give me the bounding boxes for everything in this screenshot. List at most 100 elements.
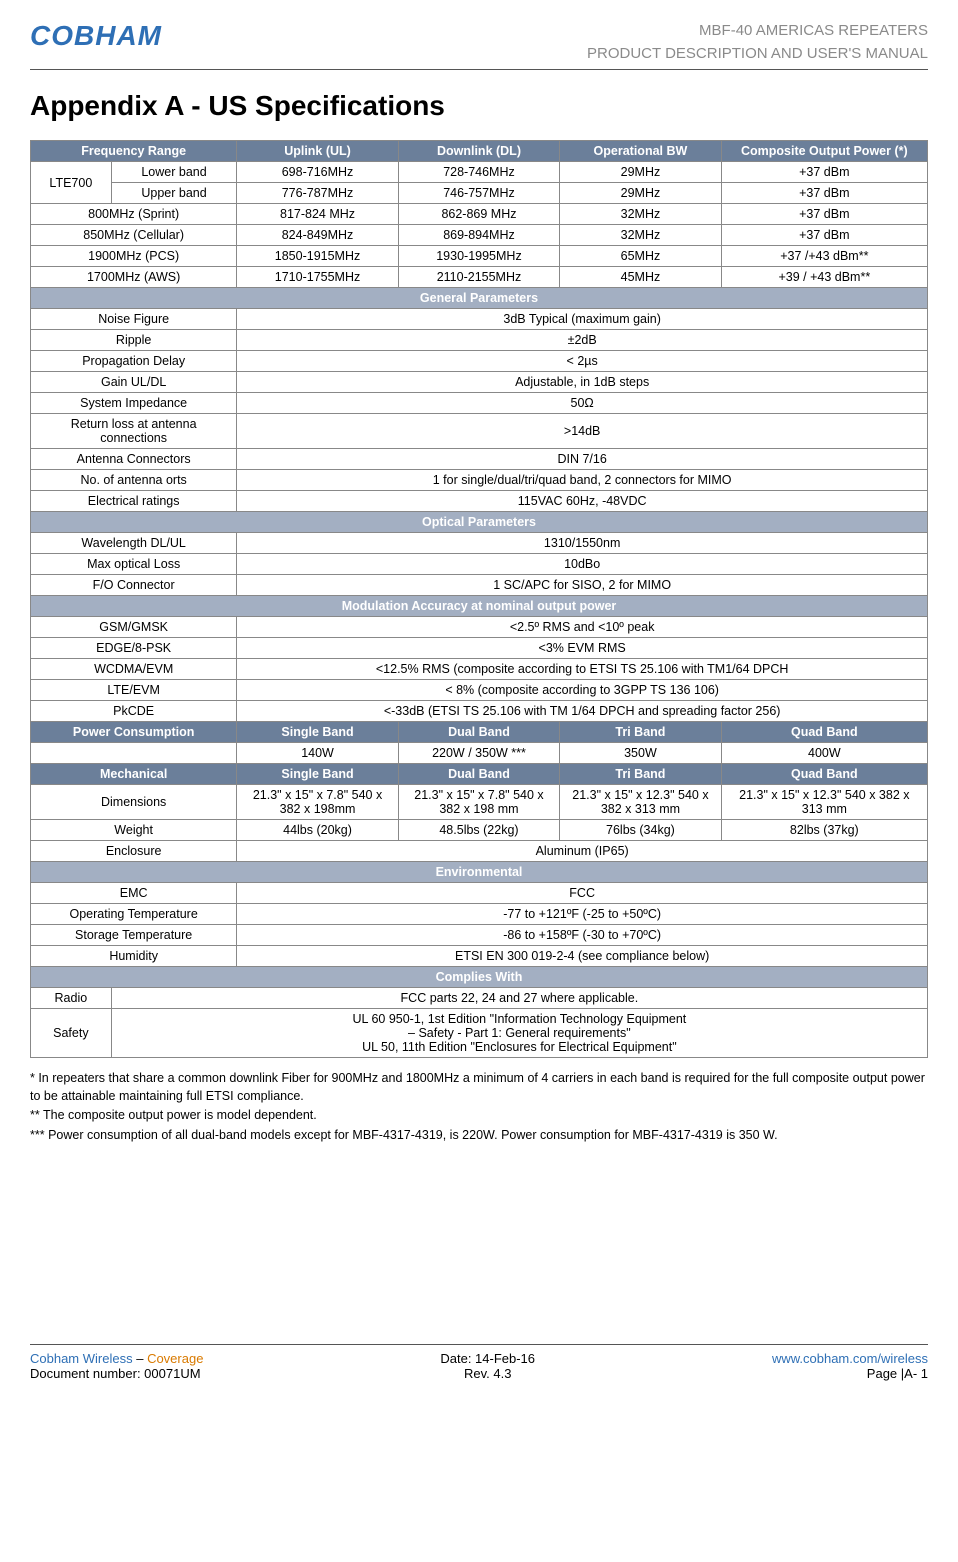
cell: 1930-1995MHz (398, 246, 559, 267)
freq-header-row: Frequency Range Uplink (UL) Downlink (DL… (31, 141, 928, 162)
cell: < 2µs (237, 351, 928, 372)
cell: 29MHz (560, 183, 721, 204)
footer-date: Date: 14-Feb-16 (440, 1351, 535, 1366)
cell: 82lbs (37kg) (721, 820, 927, 841)
cell: Max optical Loss (31, 554, 237, 575)
cell: PkCDE (31, 701, 237, 722)
cell: Gain UL/DL (31, 372, 237, 393)
cell: Wavelength DL/UL (31, 533, 237, 554)
cell: 10dBo (237, 554, 928, 575)
doc-title-line1: MBF-40 AMERICAS REPEATERS (587, 20, 928, 43)
table-row: Radio FCC parts 22, 24 and 27 where appl… (31, 988, 928, 1009)
col-freq-range: Frequency Range (31, 141, 237, 162)
lte700-label: LTE700 (31, 162, 112, 204)
section-general: General Parameters (31, 288, 928, 309)
cell: +37 dBm (721, 204, 927, 225)
cell: Propagation Delay (31, 351, 237, 372)
cell: <2.5º RMS and <10º peak (237, 617, 928, 638)
logo: COBHAM (30, 20, 162, 52)
cell: 140W (237, 743, 398, 764)
cell: EDGE/8-PSK (31, 638, 237, 659)
cell: +39 / +43 dBm** (721, 267, 927, 288)
cell: 29MHz (560, 162, 721, 183)
cell: F/O Connector (31, 575, 237, 596)
col-dual: Dual Band (398, 722, 559, 743)
cell: DIN 7/16 (237, 449, 928, 470)
cell: -86 to +158ºF (-30 to +70ºC) (237, 925, 928, 946)
cell: Operating Temperature (31, 904, 237, 925)
cell: System Impedance (31, 393, 237, 414)
cell: 1710-1755MHz (237, 267, 398, 288)
cell: +37 /+43 dBm** (721, 246, 927, 267)
cell: 32MHz (560, 204, 721, 225)
section-complies: Complies With (31, 967, 928, 988)
col-mechanical: Mechanical (31, 764, 237, 785)
col-single: Single Band (237, 764, 398, 785)
footer-page: Page |A- 1 (772, 1366, 928, 1381)
cell: Dimensions (31, 785, 237, 820)
cell: 1310/1550nm (237, 533, 928, 554)
cell: 824-849MHz (237, 225, 398, 246)
cell: Storage Temperature (31, 925, 237, 946)
col-quad: Quad Band (721, 764, 927, 785)
mech-header-row: Mechanical Single Band Dual Band Tri Ban… (31, 764, 928, 785)
table-row: Enclosure Aluminum (IP65) (31, 841, 928, 862)
safety-line3: UL 50, 11th Edition "Enclosures for Elec… (118, 1040, 921, 1054)
cell: 21.3" x 15" x 12.3" 540 x 382 x 313 mm (721, 785, 927, 820)
cell: <3% EVM RMS (237, 638, 928, 659)
col-power-consumption: Power Consumption (31, 722, 237, 743)
col-opbw: Operational BW (560, 141, 721, 162)
doc-title-block: MBF-40 AMERICAS REPEATERS PRODUCT DESCRI… (587, 20, 928, 65)
cell: 50Ω (237, 393, 928, 414)
cell: 1900MHz (PCS) (31, 246, 237, 267)
cell: 48.5lbs (22kg) (398, 820, 559, 841)
cell: 776-787MHz (237, 183, 398, 204)
cell: Noise Figure (31, 309, 237, 330)
cell: 2110-2155MHz (398, 267, 559, 288)
page-footer: Cobham Wireless – Coverage Document numb… (30, 1344, 928, 1381)
cell: Humidity (31, 946, 237, 967)
cell: 1700MHz (AWS) (31, 267, 237, 288)
cell: 76lbs (34kg) (560, 820, 721, 841)
cell: >14dB (237, 414, 928, 449)
cell: 869-894MHz (398, 225, 559, 246)
table-row: Upper band 776-787MHz 746-757MHz 29MHz +… (31, 183, 928, 204)
cell (31, 743, 237, 764)
cell: EMC (31, 883, 237, 904)
col-tri: Tri Band (560, 722, 721, 743)
footer-url: www.cobham.com/wireless (772, 1351, 928, 1366)
cell: 21.3" x 15" x 7.8" 540 x 382 x 198 mm (398, 785, 559, 820)
table-row: 1900MHz (PCS) 1850-1915MHz 1930-1995MHz … (31, 246, 928, 267)
cell: Adjustable, in 1dB steps (237, 372, 928, 393)
cell: 45MHz (560, 267, 721, 288)
cell: 698-716MHz (237, 162, 398, 183)
footer-rev: Rev. 4.3 (440, 1366, 535, 1381)
cell: 800MHz (Sprint) (31, 204, 237, 225)
cell: 728-746MHz (398, 162, 559, 183)
cell: 350W (560, 743, 721, 764)
cell: 3dB Typical (maximum gain) (237, 309, 928, 330)
cell: +37 dBm (721, 183, 927, 204)
table-row: LTE700 Lower band 698-716MHz 728-746MHz … (31, 162, 928, 183)
cell: Upper band (111, 183, 237, 204)
section-optical: Optical Parameters (31, 512, 928, 533)
section-modulation: Modulation Accuracy at nominal output po… (31, 596, 928, 617)
footer-docnum: Document number: 00071UM (30, 1366, 203, 1381)
cell: Weight (31, 820, 237, 841)
col-quad: Quad Band (721, 722, 927, 743)
footer-right: www.cobham.com/wireless Page |A- 1 (772, 1351, 928, 1381)
cell: ETSI EN 300 019-2-4 (see compliance belo… (237, 946, 928, 967)
cell: Ripple (31, 330, 237, 351)
cell: 65MHz (560, 246, 721, 267)
cell: <-33dB (ETSI TS 25.106 with TM 1/64 DPCH… (237, 701, 928, 722)
col-dual: Dual Band (398, 764, 559, 785)
cell: 21.3" x 15" x 12.3" 540 x 382 x 313 mm (560, 785, 721, 820)
col-power: Composite Output Power (*) (721, 141, 927, 162)
table-row: 140W 220W / 350W *** 350W 400W (31, 743, 928, 764)
col-tri: Tri Band (560, 764, 721, 785)
note-3: *** Power consumption of all dual-band m… (30, 1127, 928, 1145)
section-environmental: Environmental (31, 862, 928, 883)
col-downlink: Downlink (DL) (398, 141, 559, 162)
cell: Electrical ratings (31, 491, 237, 512)
cell: 817-824 MHz (237, 204, 398, 225)
